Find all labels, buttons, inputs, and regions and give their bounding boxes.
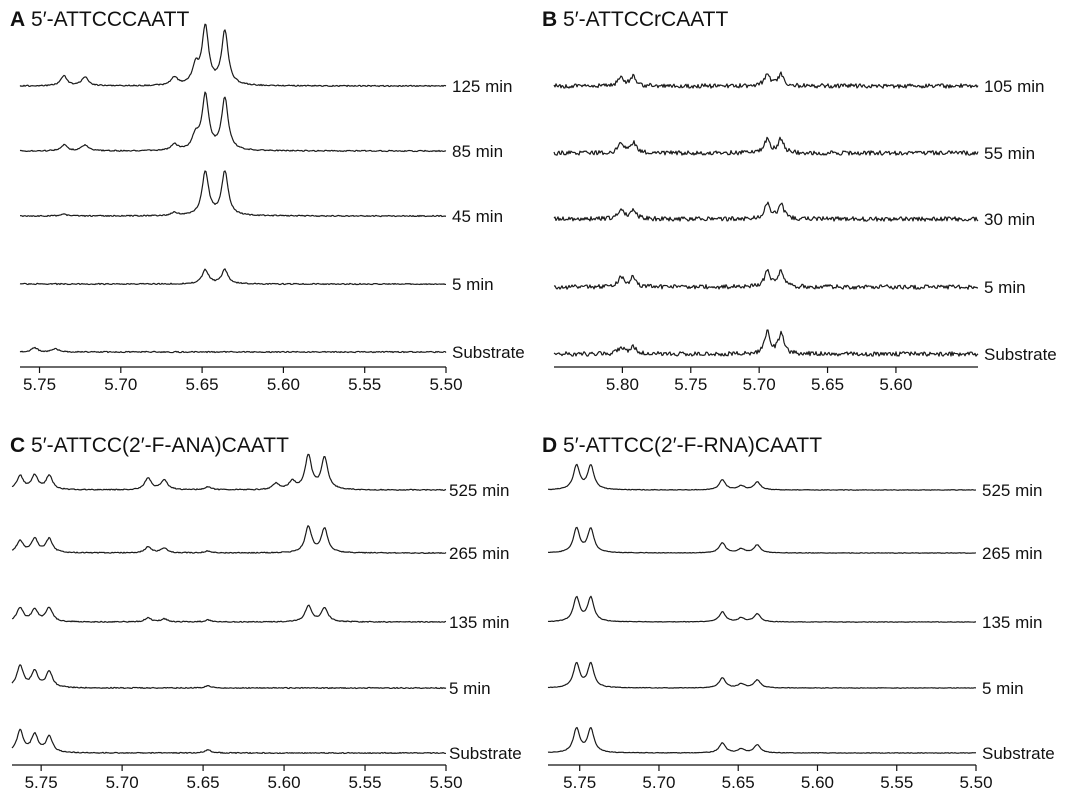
x-tick-label: 5.60 — [879, 375, 912, 394]
spectrum-trace-5 — [547, 726, 977, 754]
spectrum-trace-4 — [547, 661, 977, 689]
spectrum-trace-3 — [19, 170, 447, 218]
time-label: 55 min — [984, 144, 1035, 163]
time-label: 525 min — [982, 481, 1042, 500]
x-tick-label: 5.70 — [106, 773, 139, 790]
time-label: 265 min — [982, 544, 1042, 563]
panel-a: A 5′-ATTCCCAATT 125 min 85 min 45 min 5 min… — [10, 8, 525, 394]
spectrum-trace-3 — [11, 604, 447, 623]
time-label: 5 min — [449, 679, 491, 698]
panel-d-x-ticks: 5.75 5.70 5.65 5.60 5.55 5.50 — [563, 765, 993, 790]
panel-b-x-axis: 5.80 5.75 5.70 5.65 5.60 — [554, 366, 978, 394]
x-tick-label: 5.50 — [959, 773, 992, 790]
x-tick-label: 5.55 — [348, 773, 381, 790]
x-tick-label: 5.50 — [429, 375, 462, 394]
time-label: 105 min — [984, 77, 1044, 96]
time-label: 5 min — [452, 275, 494, 294]
spectrum-trace-1 — [19, 23, 447, 88]
x-tick-label: 5.65 — [187, 773, 220, 790]
panel-d: D 5′-ATTCC(2′-F-RNA)CAATT 525 min 265 min… — [542, 434, 1055, 790]
spectrum-trace-3 — [553, 201, 979, 222]
time-label: Substrate — [984, 345, 1057, 364]
spectrum-trace-4 — [11, 664, 447, 690]
spectrum-trace-4 — [553, 268, 979, 290]
panel-d-title: D 5′-ATTCC(2′-F-RNA)CAATT — [542, 434, 822, 457]
time-label: 5 min — [984, 278, 1026, 297]
spectrum-trace-1 — [11, 453, 447, 492]
spectrum-trace-3 — [547, 595, 977, 623]
time-label: Substrate — [449, 744, 522, 763]
panel-c-title: C 5′-ATTCC(2′-F-ANA)CAATT — [10, 434, 289, 457]
panel-d-x-axis: 5.75 5.70 5.65 5.60 5.55 5.50 — [548, 764, 993, 790]
panel-a-traces: 125 min 85 min 45 min 5 min Substrate — [19, 23, 525, 362]
panel-c-x-ticks: 5.75 5.70 5.65 5.60 5.55 5.50 — [25, 765, 463, 790]
x-tick-label: 5.55 — [880, 773, 913, 790]
panel-b-x-ticks: 5.80 5.75 5.70 5.65 5.60 — [606, 367, 912, 394]
panel-c-traces: 525 min 265 min 135 min 5 min Substrate — [11, 453, 522, 763]
spectrum-trace-4 — [19, 268, 447, 286]
x-tick-label: 5.50 — [429, 773, 462, 790]
spectrum-trace-5 — [553, 329, 979, 357]
time-label: 135 min — [449, 613, 509, 632]
panel-b-traces: 105 min 55 min 30 min 5 min Substrate — [553, 71, 1057, 364]
x-tick-label: 5.80 — [606, 375, 639, 394]
spectrum-trace-2 — [19, 91, 447, 153]
x-tick-label: 5.60 — [268, 773, 301, 790]
time-label: 125 min — [452, 77, 512, 96]
x-tick-label: 5.70 — [743, 375, 776, 394]
spectrum-trace-2 — [547, 526, 977, 554]
x-tick-label: 5.75 — [23, 375, 56, 394]
time-label: 135 min — [982, 613, 1042, 632]
time-label: 265 min — [449, 544, 509, 563]
x-tick-label: 5.55 — [348, 375, 381, 394]
time-label: Substrate — [452, 343, 525, 362]
x-tick-label: 5.60 — [267, 375, 300, 394]
spectrum-trace-1 — [547, 463, 977, 491]
time-label: 45 min — [452, 207, 503, 226]
spectrum-trace-1 — [553, 71, 979, 89]
panel-b: B 5′-ATTCCrCAATT 105 min 55 min 30 min 5 mi… — [542, 8, 1057, 394]
x-tick-label: 5.70 — [104, 375, 137, 394]
x-tick-label: 5.65 — [186, 375, 219, 394]
panel-b-title: B 5′-ATTCCrCAATT — [542, 8, 729, 31]
spectrum-trace-5 — [19, 346, 447, 354]
x-tick-label: 5.65 — [811, 375, 844, 394]
panel-a-x-ticks: 5.75 5.70 5.65 5.60 5.55 5.50 — [23, 367, 463, 394]
spectrum-trace-5 — [11, 728, 447, 755]
time-label: 30 min — [984, 210, 1035, 229]
panel-d-traces: 525 min 265 min 135 min 5 min Substrate — [547, 463, 1055, 763]
time-label: Substrate — [982, 744, 1055, 763]
panel-a-title: A 5′-ATTCCCAATT — [10, 8, 190, 31]
spectrum-trace-2 — [553, 136, 979, 156]
x-tick-label: 5.70 — [642, 773, 675, 790]
spectrum-trace-2 — [11, 525, 447, 555]
time-label: 5 min — [982, 679, 1024, 698]
panel-c-x-axis: 5.75 5.70 5.65 5.60 5.55 5.50 — [12, 764, 463, 790]
x-tick-label: 5.75 — [563, 773, 596, 790]
panel-a-x-axis: 5.75 5.70 5.65 5.60 5.55 5.50 — [20, 366, 463, 394]
x-tick-label: 5.75 — [674, 375, 707, 394]
x-tick-label: 5.75 — [25, 773, 58, 790]
x-tick-label: 5.65 — [722, 773, 755, 790]
time-label: 525 min — [449, 481, 509, 500]
x-tick-label: 5.60 — [801, 773, 834, 790]
panel-c: C 5′-ATTCC(2′-F-ANA)CAATT 525 min 265 min… — [10, 434, 522, 790]
time-label: 85 min — [452, 142, 503, 161]
